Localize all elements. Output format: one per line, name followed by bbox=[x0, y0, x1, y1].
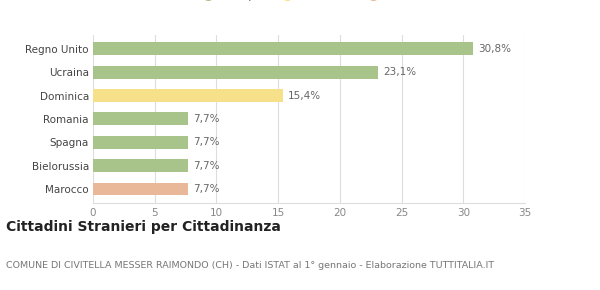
Text: 7,7%: 7,7% bbox=[193, 137, 220, 147]
Text: Cittadini Stranieri per Cittadinanza: Cittadini Stranieri per Cittadinanza bbox=[6, 220, 281, 234]
Text: 23,1%: 23,1% bbox=[383, 67, 416, 77]
Bar bbox=[93, 182, 188, 195]
Text: 7,7%: 7,7% bbox=[193, 161, 220, 171]
Bar bbox=[93, 113, 188, 125]
Text: 30,8%: 30,8% bbox=[478, 44, 511, 54]
Text: 15,4%: 15,4% bbox=[288, 90, 321, 101]
Bar bbox=[93, 66, 378, 79]
Bar bbox=[93, 159, 188, 172]
Text: COMUNE DI CIVITELLA MESSER RAIMONDO (CH) - Dati ISTAT al 1° gennaio - Elaborazio: COMUNE DI CIVITELLA MESSER RAIMONDO (CH)… bbox=[6, 261, 494, 270]
Bar bbox=[93, 136, 188, 149]
Bar bbox=[93, 42, 473, 55]
Text: 7,7%: 7,7% bbox=[193, 184, 220, 194]
Legend: Europa, America, Africa: Europa, America, Africa bbox=[193, 0, 425, 6]
Bar bbox=[93, 89, 283, 102]
Text: 7,7%: 7,7% bbox=[193, 114, 220, 124]
